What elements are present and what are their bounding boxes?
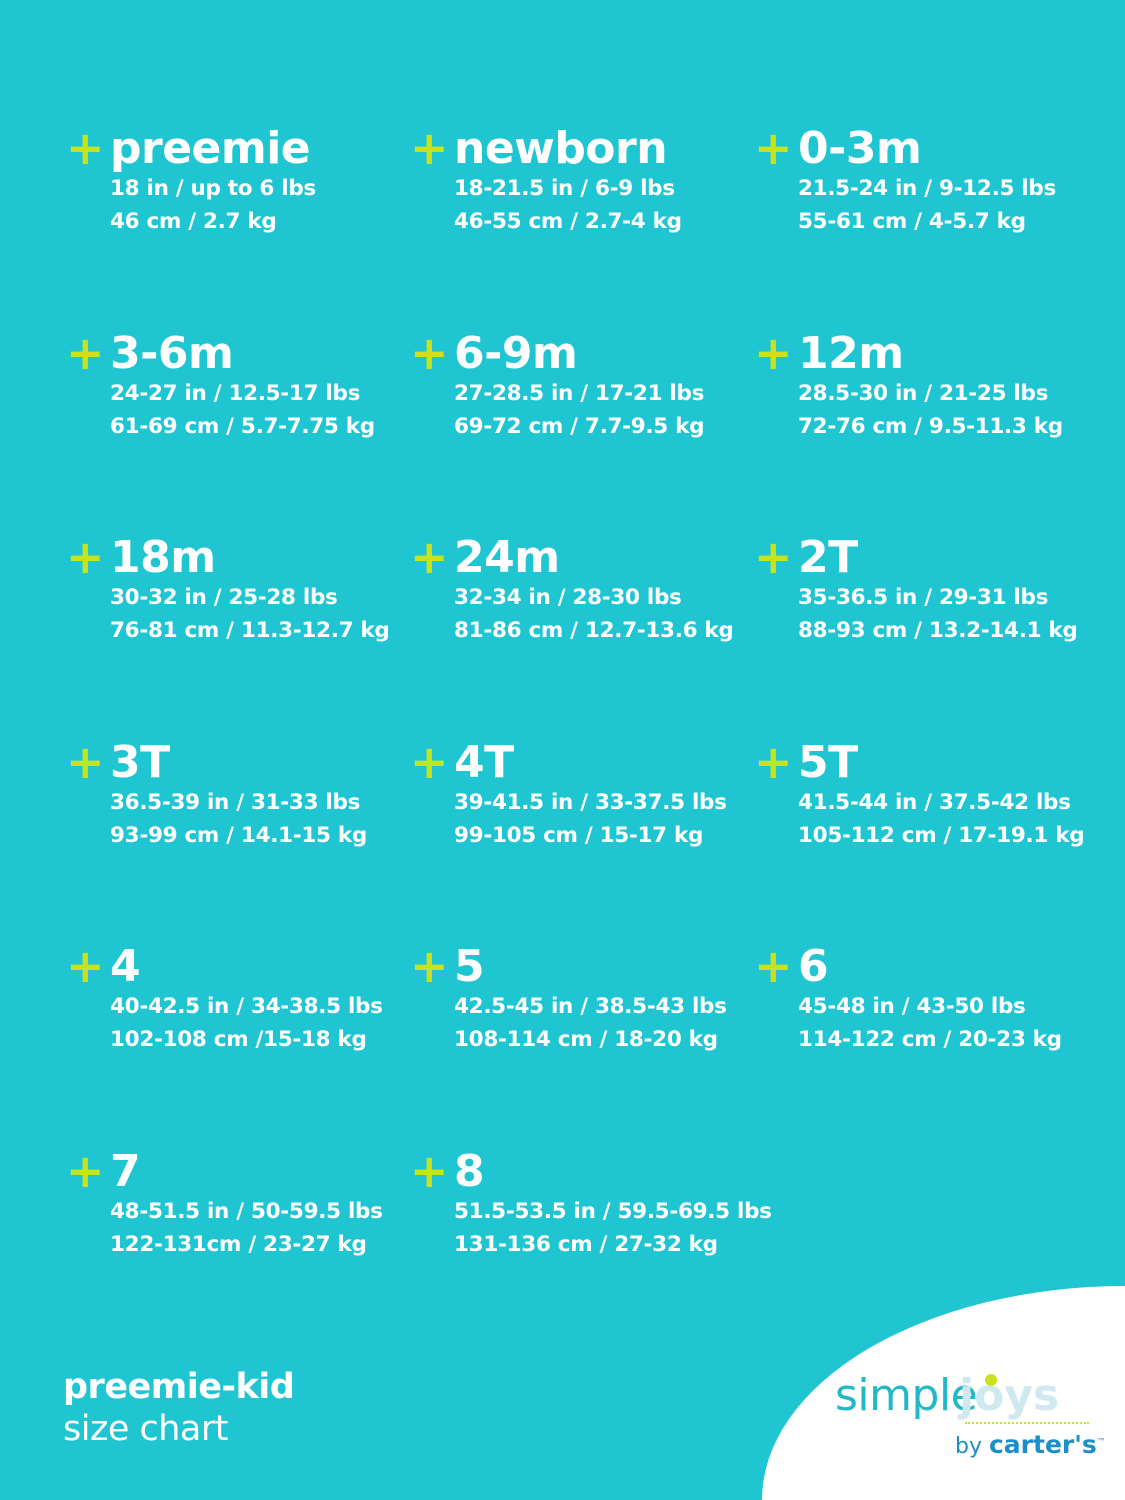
size-name: 18m [110, 532, 216, 583]
size-imperial: 48-51.5 in / 50-59.5 lbs [110, 1198, 383, 1224]
plus-icon: + [66, 734, 105, 789]
size-name: 24m [454, 532, 560, 583]
size-name: 6-9m [454, 327, 578, 379]
plus-icon: + [410, 939, 449, 993]
size-metric: 61-69 cm / 5.7-7.75 kg [110, 413, 375, 439]
plus-icon: + [66, 1143, 105, 1198]
size-imperial: 51.5-53.5 in / 59.5-69.5 lbs [454, 1198, 772, 1224]
size-name: 5T [798, 736, 858, 788]
size-imperial: 27-28.5 in / 17-21 lbs [454, 380, 705, 406]
size-metric: 69-72 cm / 7.7-9.5 kg [454, 413, 705, 439]
size-imperial: 18 in / up to 6 lbs [110, 176, 316, 201]
size-name: 8 [454, 1145, 485, 1197]
size-imperial: 28.5-30 in / 21-25 lbs [798, 380, 1049, 406]
size-imperial: 36.5-39 in / 31-33 lbs [110, 789, 361, 815]
size-imperial: 39-41.5 in / 33-37.5 lbs [454, 789, 727, 815]
plus-icon: + [410, 734, 449, 789]
size-name: 3T [110, 736, 170, 788]
logo-simple: simple [835, 1370, 978, 1421]
size-name: 4T [454, 736, 514, 788]
logo-by: by [955, 1434, 982, 1459]
size-metric: 108-114 cm / 18-20 kg [454, 1027, 718, 1052]
size-imperial: 45-48 in / 43-50 lbs [798, 994, 1026, 1019]
size-metric: 88-93 cm / 13.2-14.1 kg [798, 618, 1078, 643]
size-name: 3-6m [110, 327, 234, 379]
size-name: 6 [798, 941, 829, 992]
logo-joys: joys [959, 1370, 1060, 1421]
size-name: 5 [454, 941, 485, 992]
size-imperial: 35-36.5 in / 29-31 lbs [798, 585, 1049, 610]
plus-icon: + [66, 325, 105, 380]
size-metric: 131-136 cm / 27-32 kg [454, 1231, 718, 1257]
logo-dot-icon [985, 1374, 997, 1386]
plus-icon: + [754, 325, 793, 380]
caption-line-2: size chart [63, 1409, 228, 1449]
size-imperial: 41.5-44 in / 37.5-42 lbs [798, 789, 1071, 815]
plus-icon: + [754, 734, 793, 789]
size-metric: 105-112 cm / 17-19.1 kg [798, 822, 1085, 848]
size-name: 0-3m [798, 123, 922, 174]
plus-icon: + [754, 530, 793, 584]
plus-icon: + [66, 530, 105, 584]
size-imperial: 40-42.5 in / 34-38.5 lbs [110, 994, 383, 1019]
size-metric: 99-105 cm / 15-17 kg [454, 822, 704, 848]
logo-by-carters: by carter's™ [955, 1430, 1106, 1459]
size-metric: 46 cm / 2.7 kg [110, 209, 277, 234]
plus-icon: + [66, 939, 105, 993]
size-metric: 122-131cm / 23-27 kg [110, 1231, 367, 1257]
size-name: preemie [110, 123, 311, 174]
plus-icon: + [66, 121, 105, 175]
size-metric: 102-108 cm /15-18 kg [110, 1027, 367, 1052]
plus-icon: + [410, 530, 449, 584]
chart-caption: preemie-kid size chart [63, 1366, 295, 1450]
plus-icon: + [754, 939, 793, 993]
size-imperial: 24-27 in / 12.5-17 lbs [110, 380, 361, 406]
size-name: newborn [454, 123, 668, 174]
size-name: 2T [798, 532, 858, 583]
size-metric: 72-76 cm / 9.5-11.3 kg [798, 413, 1063, 439]
simple-joys-logo: simple joys by carter's™ [835, 1370, 1106, 1470]
size-imperial: 21.5-24 in / 9-12.5 lbs [798, 176, 1056, 201]
logo-brand: carter's [988, 1430, 1097, 1459]
size-metric: 46-55 cm / 2.7-4 kg [454, 209, 682, 234]
logo-tm: ™ [1096, 1437, 1106, 1448]
plus-icon: + [410, 325, 449, 380]
size-metric: 81-86 cm / 12.7-13.6 kg [454, 618, 734, 643]
plus-icon: + [410, 1143, 449, 1198]
size-metric: 55-61 cm / 4-5.7 kg [798, 209, 1026, 234]
size-name: 7 [110, 1145, 141, 1197]
logo-dotted-underline [965, 1422, 1089, 1424]
plus-icon: + [754, 121, 793, 175]
size-name: 4 [110, 941, 141, 992]
size-imperial: 30-32 in / 25-28 lbs [110, 585, 338, 610]
size-imperial: 18-21.5 in / 6-9 lbs [454, 176, 675, 201]
size-metric: 76-81 cm / 11.3-12.7 kg [110, 618, 390, 643]
plus-icon: + [410, 121, 449, 175]
size-name: 12m [798, 327, 904, 379]
size-metric: 93-99 cm / 14.1-15 kg [110, 822, 367, 848]
caption-line-1: preemie-kid [63, 1367, 295, 1407]
size-imperial: 42.5-45 in / 38.5-43 lbs [454, 994, 727, 1019]
size-imperial: 32-34 in / 28-30 lbs [454, 585, 682, 610]
size-metric: 114-122 cm / 20-23 kg [798, 1027, 1062, 1052]
